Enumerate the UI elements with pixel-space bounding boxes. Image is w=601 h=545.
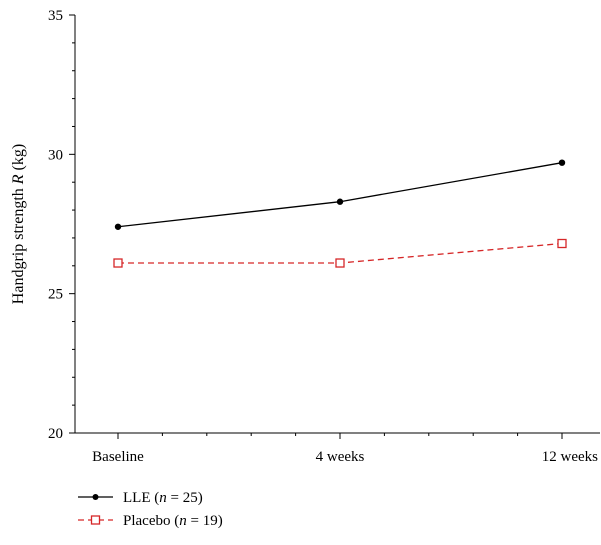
y-tick-label-35: 35: [48, 8, 63, 24]
legend: LLE (n = 25) Placebo (n = 19): [78, 490, 223, 529]
legend-label-lle-rest: = 25): [167, 490, 203, 506]
legend-label-placebo-rest: = 19): [187, 513, 223, 529]
legend-marker-placebo: [90, 515, 101, 525]
y-axis-title: Handgrip strength R (kg): [10, 144, 27, 304]
data-point-0-1: [336, 198, 344, 205]
series-line-0: [117, 162, 563, 228]
y-axis-title-part-2: (kg): [10, 144, 27, 175]
x-tick-label-2: 12 weeks: [542, 449, 598, 465]
legend-label-lle-main: LLE (: [123, 490, 159, 506]
axes: [74, 15, 600, 434]
data-point-0-2: [558, 159, 566, 166]
y-tick-label-20: 20: [48, 426, 63, 442]
legend-item-lle: LLE (n = 25): [78, 490, 203, 506]
y-axis-title-part-1: Handgrip strength: [10, 184, 27, 304]
data-point-0-0: [114, 223, 122, 230]
x-ticks: Baseline 4 weeks 12 weeks: [92, 433, 598, 465]
x-tick-label-1: 4 weeks: [316, 449, 365, 465]
legend-label-placebo-n: n: [179, 513, 187, 529]
y-ticks: 20 25 30 35: [48, 8, 75, 442]
y-tick-label-25: 25: [48, 287, 63, 303]
legend-label-lle-n: n: [159, 490, 167, 506]
data-point-1-2: [557, 238, 567, 249]
series-layer: [113, 159, 567, 268]
legend-label-lle: LLE (n = 25): [123, 490, 203, 506]
y-axis-title-italic: R: [10, 174, 27, 185]
x-tick-label-0: Baseline: [92, 449, 144, 465]
legend-label-placebo-main: Placebo (: [123, 513, 179, 529]
legend-label-placebo: Placebo (n = 19): [123, 513, 223, 529]
data-point-1-1: [335, 258, 345, 268]
y-tick-label-30: 30: [48, 147, 63, 163]
data-point-1-0: [113, 258, 123, 268]
legend-item-placebo: Placebo (n = 19): [78, 513, 223, 529]
legend-marker-lle: [92, 494, 99, 500]
